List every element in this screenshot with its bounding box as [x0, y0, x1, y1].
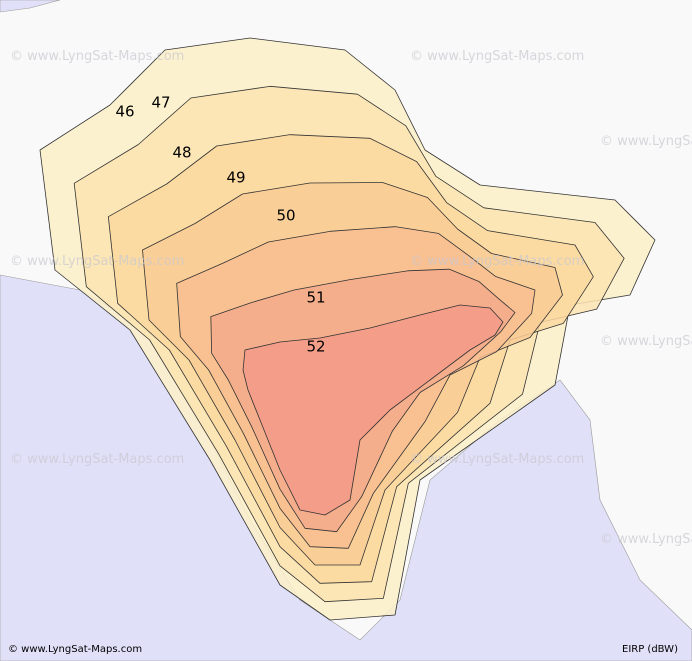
watermark: © www.LyngSat-Maps.com — [600, 532, 692, 547]
legend: EIRP (dBW) — [622, 644, 678, 655]
watermark: © www.LyngSat-Maps.com — [410, 254, 584, 269]
contour-label: 49 — [226, 169, 245, 187]
contour — [242, 304, 504, 516]
contour-label: 52 — [306, 338, 325, 356]
watermark: © www.LyngSat-Maps.com — [600, 334, 692, 349]
contours — [39, 37, 656, 621]
contour-label: 50 — [276, 207, 295, 225]
watermark: © www.LyngSat-Maps.com — [600, 134, 692, 149]
watermark: © www.LyngSat-Maps.com — [10, 49, 184, 64]
watermark: © www.LyngSat-Maps.com — [10, 254, 184, 269]
watermarks: © www.LyngSat-Maps.com © www.LyngSat-Maps… — [10, 49, 692, 547]
footer: © www.LyngSat-Maps.com — [8, 644, 142, 655]
watermark: © www.LyngSat-Maps.com — [410, 452, 584, 467]
watermark: © www.LyngSat-Maps.com — [410, 49, 584, 64]
sea — [0, 0, 61, 13]
contour-label: 51 — [306, 289, 325, 307]
contour-label: 46 — [115, 103, 134, 121]
contour-label: 47 — [151, 94, 170, 112]
contour-label: 48 — [172, 144, 191, 162]
watermark: © www.LyngSat-Maps.com — [10, 452, 184, 467]
